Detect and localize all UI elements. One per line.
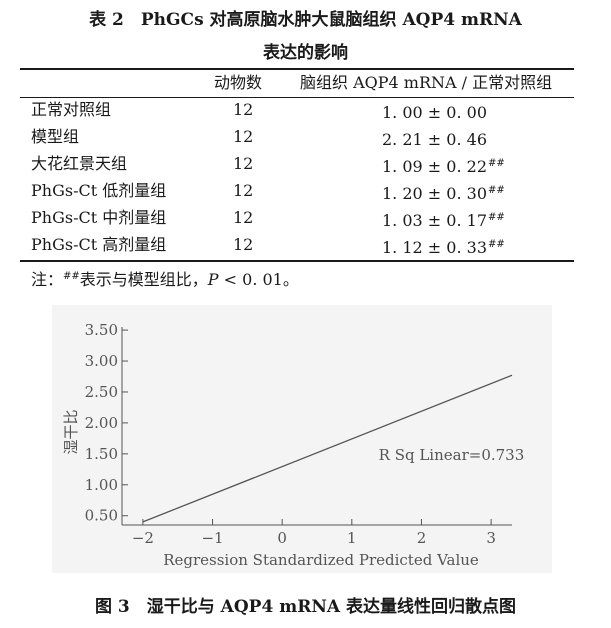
row-count: 12 [233, 208, 254, 227]
row-group: PhGs-Ct 高剂量组 [31, 235, 167, 254]
x-tick-label: 2 [417, 529, 427, 547]
table-row: PhGs-Ct 高剂量组 12 1. 12 ± 0. 33## [0, 233, 611, 257]
significance-mark: ## [488, 158, 505, 169]
row-count: 12 [233, 181, 254, 200]
table-note: 注：##表示与模型组比，P < 0. 01。 [31, 270, 299, 289]
row-value: 2. 21 ± 0. 46 [382, 130, 487, 149]
table-row: 正常对照组 12 1. 00 ± 0. 00 [0, 98, 611, 122]
table-row: PhGs-Ct 低剂量组 12 1. 20 ± 0. 30## [0, 179, 611, 203]
table-header-value: 脑组织 AQP4 mRNA / 正常对照组 [300, 73, 553, 92]
significance-mark: ## [488, 185, 505, 196]
y-tick-label: 3.50 [85, 321, 118, 339]
row-value: 1. 00 ± 0. 00 [382, 103, 487, 122]
table-top-rule [20, 68, 574, 70]
row-group: PhGs-Ct 低剂量组 [31, 181, 167, 200]
x-tick-label: 0 [277, 529, 287, 547]
row-value: 1. 20 ± 0. 30## [382, 184, 505, 203]
significance-mark: ## [488, 212, 505, 223]
table-row: 大花红景天组 12 1. 09 ± 0. 22## [0, 152, 611, 176]
table-title-line2: 表达的影响 [263, 43, 348, 63]
r-squared-annotation: R Sq Linear=0.733 [379, 446, 525, 464]
x-tick-label: 3 [486, 529, 496, 547]
chart-background [52, 305, 552, 573]
y-tick-label: 2.50 [85, 383, 118, 401]
x-tick-label: −1 [201, 529, 223, 547]
x-tick-label: −2 [132, 529, 154, 547]
y-tick-label: 0.50 [85, 507, 118, 525]
y-tick-label: 1.50 [85, 445, 118, 463]
table-row: PhGs-Ct 中剂量组 12 1. 03 ± 0. 17## [0, 206, 611, 230]
y-tick-label: 2.00 [85, 414, 118, 432]
row-count: 12 [233, 127, 254, 146]
row-count: 12 [233, 154, 254, 173]
significance-mark: ## [488, 239, 505, 250]
regression-line [142, 374, 513, 523]
table-title-line1: 表 2 PhGCs 对高原脑水肿大鼠脑组织 AQP4 mRNA [89, 10, 522, 30]
y-tick-label: 1.00 [85, 476, 118, 494]
y-tick-label: 3.00 [85, 352, 118, 370]
row-group: PhGs-Ct 中剂量组 [31, 208, 167, 227]
table-header-rule [20, 97, 574, 98]
regression-chart: 0.50 1.00 1.50 2.00 2.50 3.00 3.50 −2 −1 0 1 2 3 Reg… [52, 305, 552, 573]
row-count: 12 [233, 100, 254, 119]
table-row: 模型组 12 2. 21 ± 0. 46 [0, 125, 611, 149]
row-count: 12 [233, 235, 254, 254]
row-group: 正常对照组 [31, 100, 112, 119]
row-value: 1. 12 ± 0. 33## [382, 238, 505, 257]
row-value: 1. 09 ± 0. 22## [382, 157, 505, 176]
x-axis-label: Regression Standardized Predicted Value [163, 551, 479, 569]
row-group: 大花红景天组 [31, 154, 128, 173]
y-axis-label: 湿干比 [62, 409, 80, 454]
row-value: 1. 03 ± 0. 17## [382, 211, 505, 230]
row-group: 模型组 [31, 127, 80, 146]
table-bottom-rule [20, 260, 574, 262]
x-tick-label: 1 [347, 529, 357, 547]
table-header-count: 动物数 [214, 73, 263, 92]
figure-caption: 图 3 湿干比与 AQP4 mRNA 表达量线性回归散点图 [95, 597, 516, 617]
